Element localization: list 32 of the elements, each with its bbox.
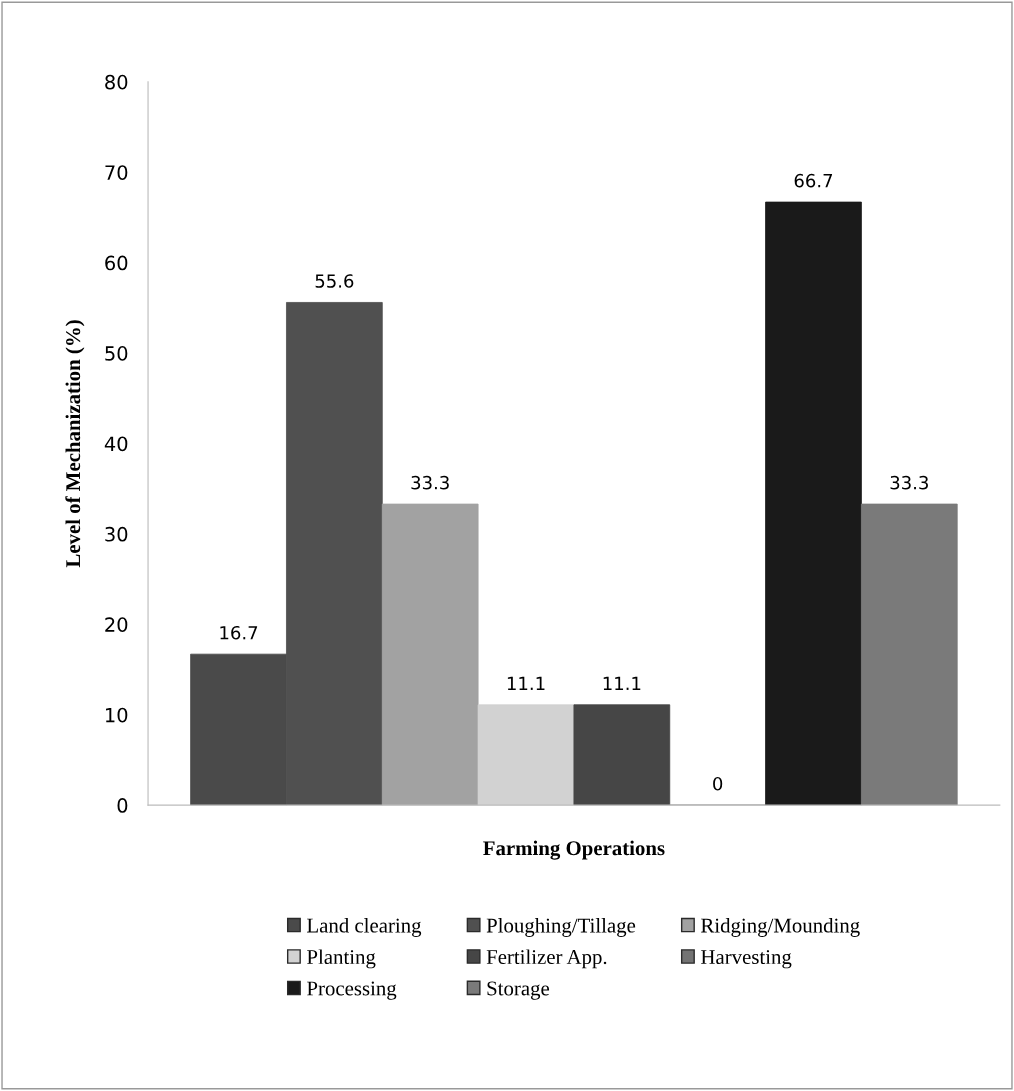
legend-label: Storage: [487, 981, 550, 1000]
data-label: 66.7: [794, 173, 833, 188]
y-tick-label: 60: [105, 255, 128, 271]
bar: [477, 704, 575, 806]
y-tick-label: 80: [105, 74, 128, 90]
legend-label: Harvesting: [701, 950, 792, 969]
data-label: 11.1: [603, 676, 641, 690]
legend-label: Land clearing: [307, 917, 422, 937]
bar: [381, 503, 479, 806]
legend-label: Ploughing/Tillage: [486, 917, 636, 937]
bar: [860, 503, 958, 806]
bar: [573, 704, 671, 806]
y-tick-label: 20: [105, 617, 128, 632]
y-tick-label: 40: [104, 436, 128, 452]
y-tick-label: 70: [105, 165, 128, 180]
legend-label: Planting: [307, 949, 376, 969]
y-tick-label: 10: [105, 707, 128, 723]
data-label: 55.6: [315, 274, 354, 288]
legend-label: Fertilizer App.: [486, 949, 607, 969]
y-tick-label: 30: [105, 526, 128, 542]
data-label: 33.3: [411, 475, 449, 490]
data-label: 0: [713, 776, 723, 791]
data-label: 33.3: [890, 475, 928, 490]
y-axis-title: Level of Mechanization (%): [65, 320, 85, 568]
y-tick-label: 0: [117, 798, 128, 813]
legend-label: Processing: [307, 981, 397, 1000]
bar: [765, 201, 862, 806]
y-tick-label: 50: [105, 346, 128, 361]
data-label: 11.1: [507, 676, 545, 690]
data-label: 16.7: [220, 625, 258, 640]
x-axis-title: Farming Operations: [483, 840, 665, 860]
legend-label: Ridging/Mounding: [701, 917, 860, 937]
